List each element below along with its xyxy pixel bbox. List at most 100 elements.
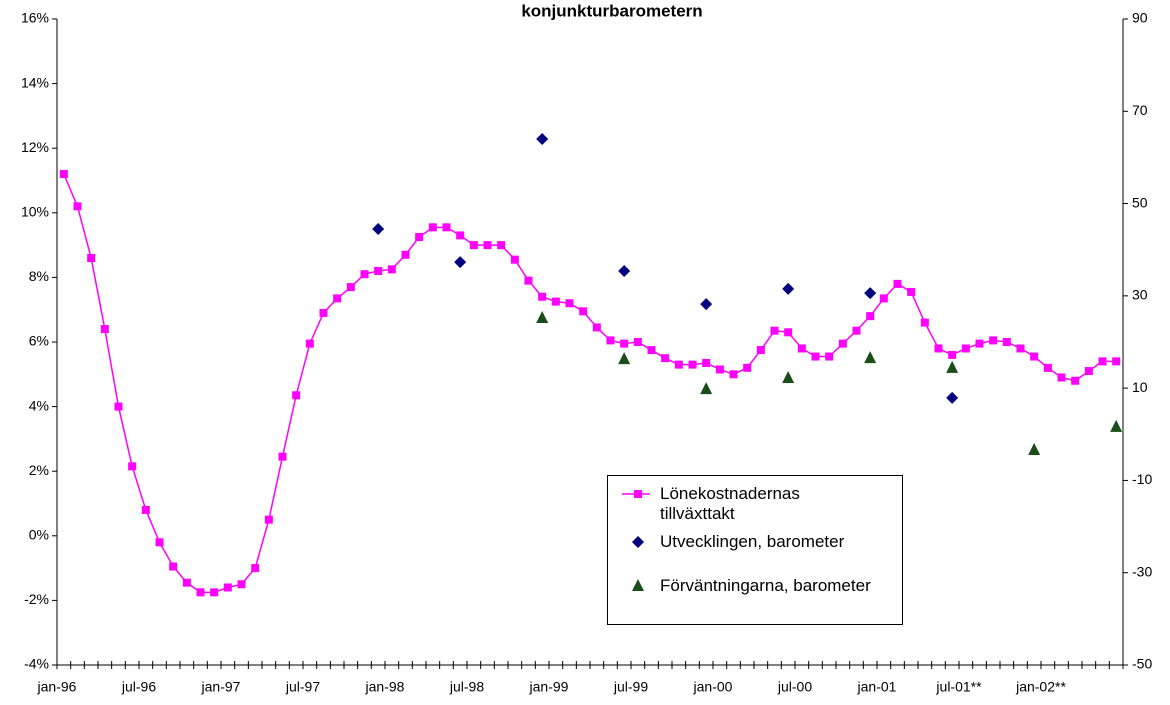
data-point [59, 170, 68, 179]
data-point [920, 318, 929, 327]
data-point [770, 326, 779, 335]
data-point [1112, 357, 1121, 366]
y2-tick-label: -10 [1132, 471, 1152, 487]
data-point [1002, 338, 1011, 346]
data-point [264, 515, 273, 524]
x-tick-label: jan-96 [37, 679, 77, 695]
data-point [1071, 376, 1080, 385]
data-point [782, 282, 795, 295]
data-point [1084, 367, 1093, 376]
y-tick-label: 10% [21, 204, 49, 220]
y-tick-label: 16% [21, 10, 49, 26]
legend-marker [634, 490, 642, 498]
data-point [864, 351, 877, 364]
data-point [784, 328, 793, 337]
y-tick-label: 6% [29, 333, 49, 349]
data-point [360, 270, 369, 279]
x-tick-label: jan-02** [1015, 679, 1066, 695]
data-point [1016, 344, 1025, 353]
data-point [454, 256, 467, 269]
y-tick-label: 0% [29, 527, 49, 543]
y2-tick-label: -50 [1132, 656, 1152, 672]
y-tick-label: 2% [29, 462, 49, 478]
data-point [866, 312, 875, 321]
data-point [715, 365, 724, 374]
series-line [63, 173, 1117, 594]
x-tick-label: jul-00 [777, 679, 812, 695]
data-point [387, 265, 396, 274]
data-point [169, 562, 178, 571]
data-point [797, 344, 806, 353]
legend-symbol [622, 490, 650, 498]
data-point [100, 325, 109, 334]
data-point [114, 402, 123, 411]
legend-label: Utvecklingen, barometer [660, 532, 845, 551]
data-point [948, 350, 957, 359]
data-point [961, 344, 970, 353]
data-point [1030, 352, 1039, 361]
y2-tick-label: 70 [1132, 102, 1148, 118]
data-point [372, 222, 385, 235]
data-point [688, 360, 697, 369]
data-point [907, 287, 916, 296]
data-point [237, 580, 246, 589]
data-point [128, 462, 137, 471]
data-point [524, 276, 533, 285]
y-tick-label: -2% [24, 591, 49, 607]
legend-symbol [632, 579, 644, 591]
legend: Lönekostnadernas tillväxttakt Utvecklinge… [607, 475, 903, 625]
data-point [456, 231, 465, 240]
data-point [838, 339, 847, 348]
x-tick-label: jan-01 [857, 679, 897, 695]
data-point [1057, 373, 1066, 382]
data-point [661, 354, 670, 363]
legend-label: Lönekostnadernas tillväxttakt [660, 484, 800, 523]
y-tick-label: -4% [24, 656, 49, 672]
data-point [729, 370, 738, 379]
data-point [893, 279, 902, 288]
data-point [606, 336, 615, 345]
data-point [1098, 357, 1107, 366]
data-point [374, 266, 383, 275]
data-point [415, 233, 424, 242]
x-tick-label: jan-98 [365, 679, 405, 695]
x-tick-label: jul-01** [935, 679, 982, 695]
data-point [674, 360, 683, 369]
y2-tick-label: 50 [1132, 194, 1148, 210]
data-point [702, 358, 711, 367]
y-tick-label: 8% [29, 268, 49, 284]
data-point [1028, 442, 1041, 455]
data-point [633, 338, 642, 346]
data-point [319, 308, 328, 317]
data-point [618, 352, 631, 365]
data-point [756, 346, 765, 355]
x-tick-label: jul-96 [121, 679, 156, 695]
data-point [333, 294, 342, 303]
data-point [536, 311, 549, 324]
data-point [946, 391, 959, 404]
data-point [700, 298, 713, 311]
x-tick-label: jan-00 [693, 679, 733, 695]
data-point [305, 339, 314, 348]
y-tick-label: 12% [21, 139, 49, 155]
data-point [946, 360, 959, 373]
data-point [618, 264, 631, 277]
y-tick-label: 4% [29, 397, 49, 413]
data-point [989, 336, 998, 345]
data-point [401, 250, 410, 259]
y2-tick-label: -30 [1132, 563, 1152, 579]
data-point [223, 583, 232, 592]
data-point [87, 254, 96, 263]
data-point [73, 202, 82, 211]
data-point [497, 241, 506, 250]
data-point [442, 223, 451, 232]
data-point [469, 241, 478, 250]
legend-symbol [632, 536, 644, 548]
legend-marker [632, 579, 644, 591]
data-point [182, 578, 191, 587]
data-point [251, 564, 260, 573]
data-point [934, 344, 943, 353]
data-point [155, 538, 164, 547]
